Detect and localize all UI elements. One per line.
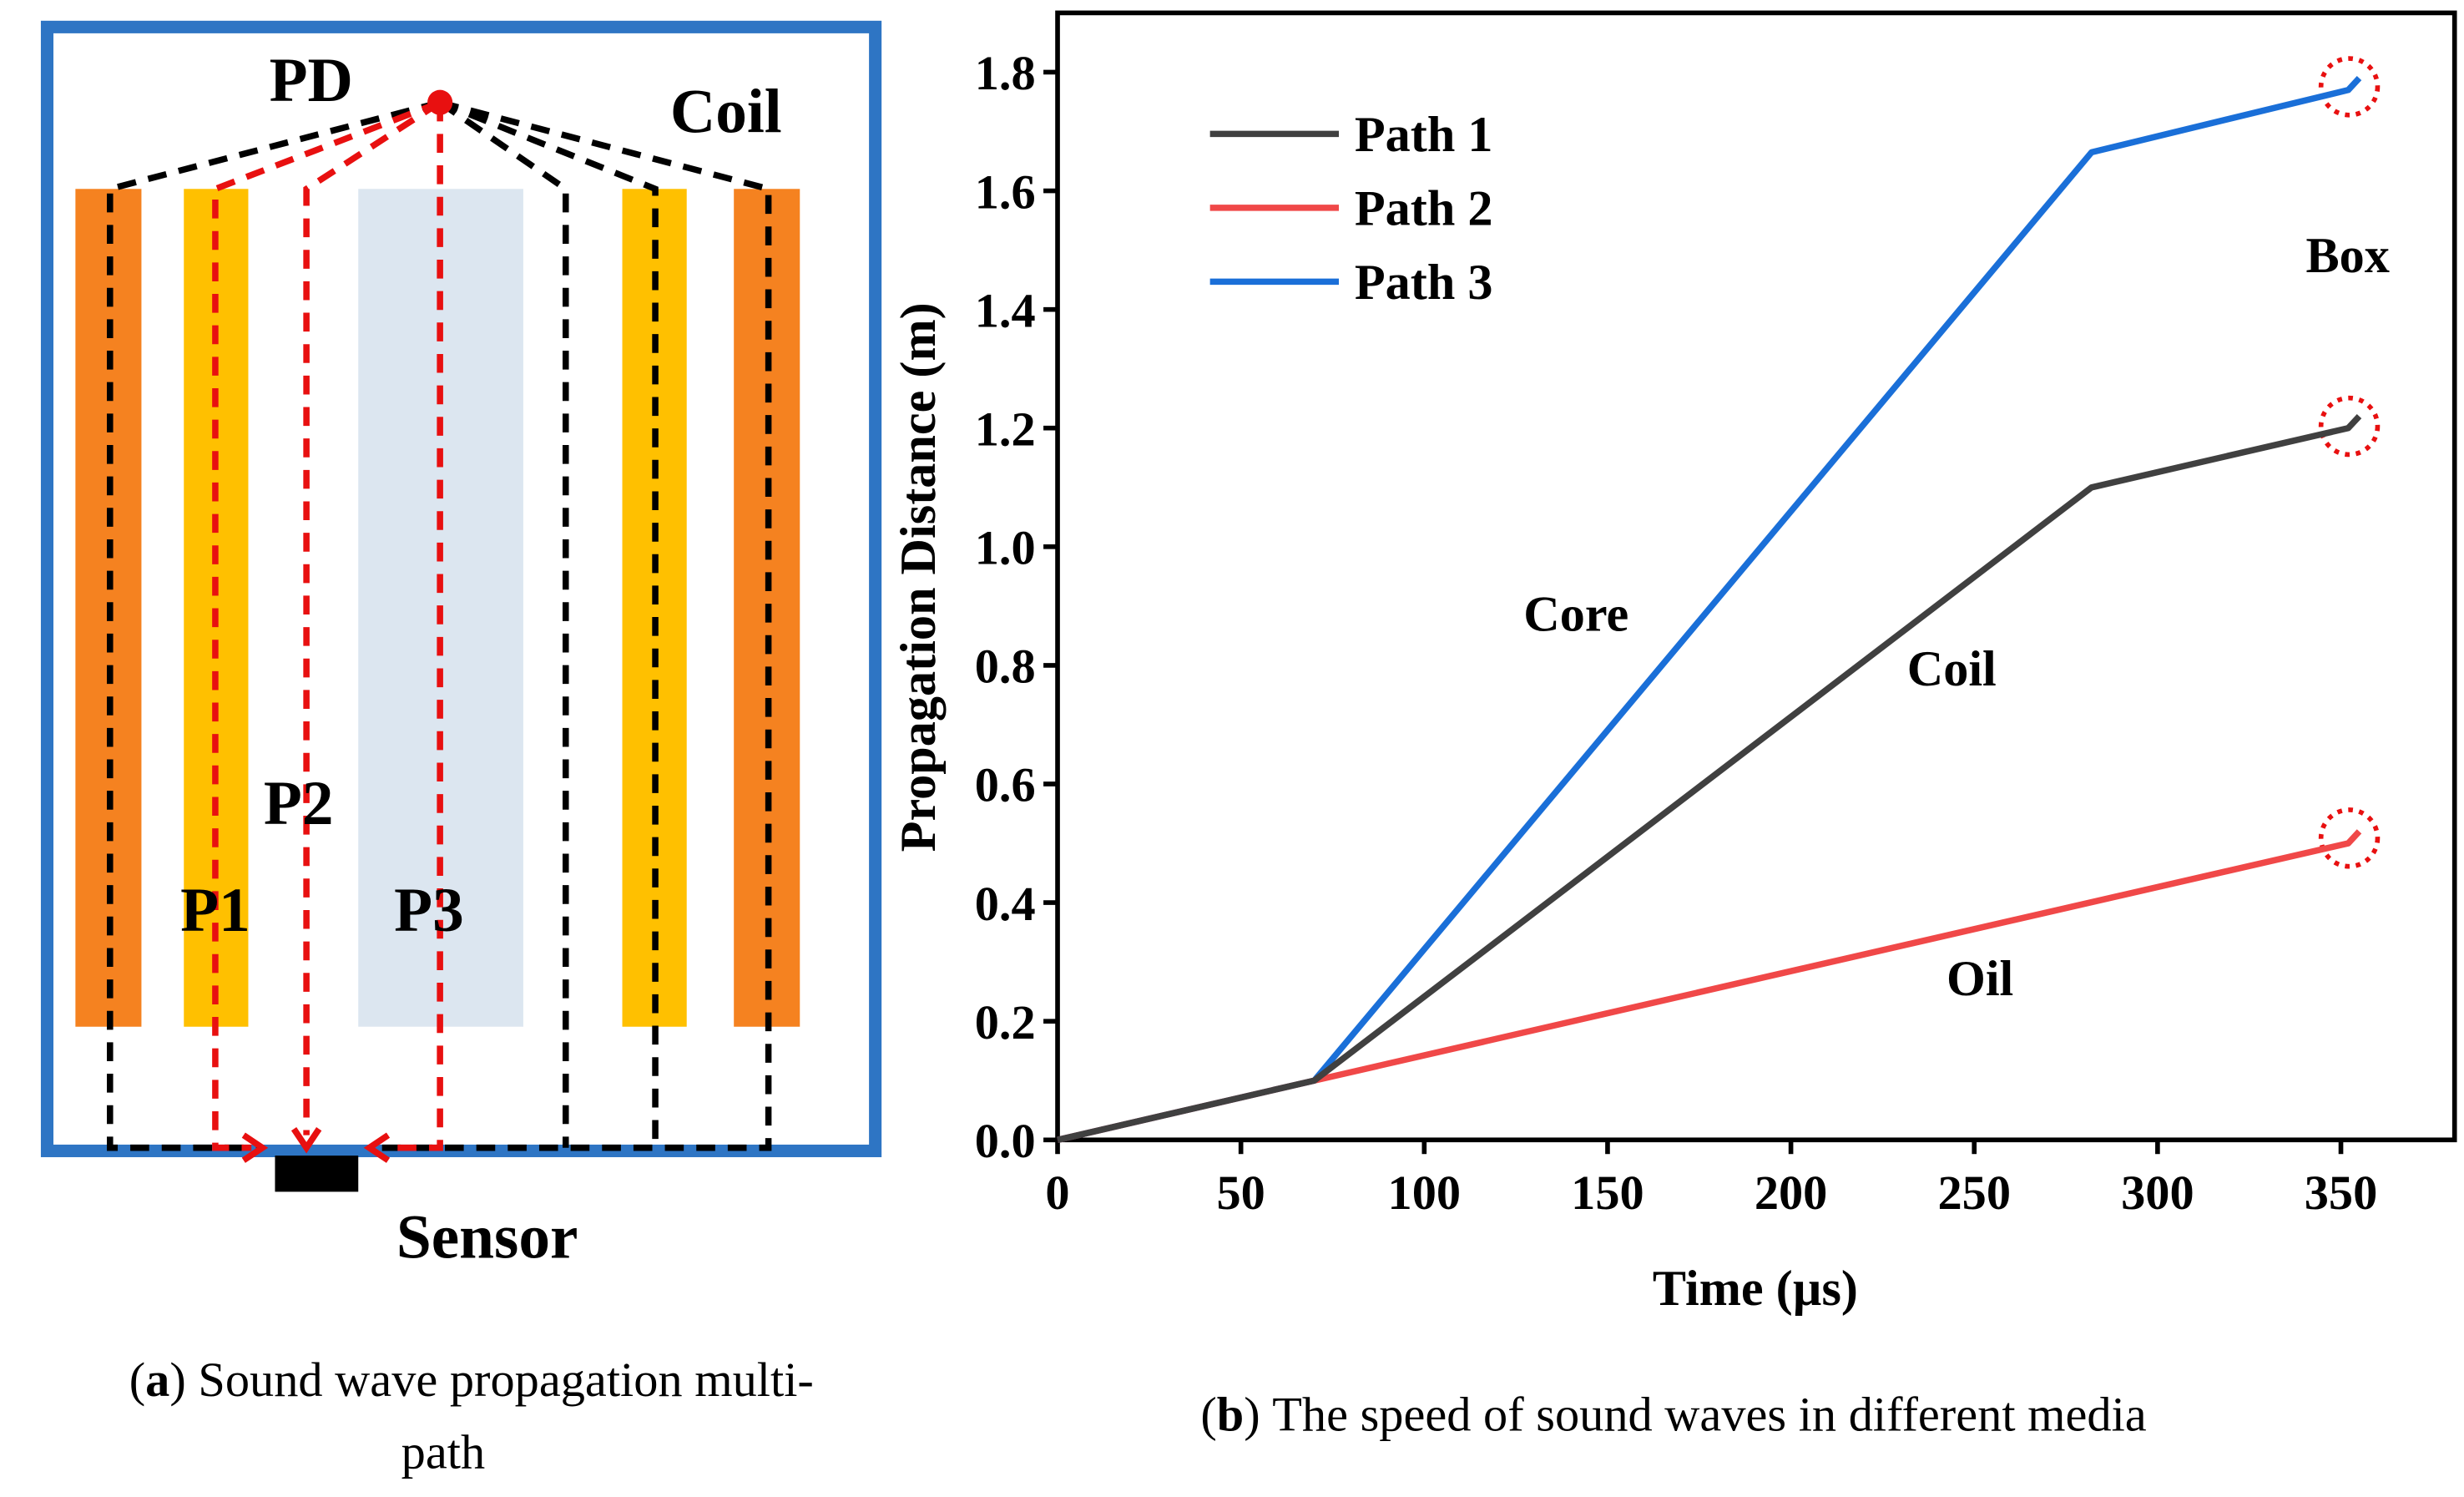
label: P3 [394,876,464,945]
diagram-labels: PD Coil P2 P1 P3 Sensor [180,46,782,1272]
sensor-block [275,1156,359,1192]
y-tick-label: 1.6 [975,164,1036,219]
black-paths [107,99,772,1151]
legend-label: Path 3 [1355,255,1493,311]
legend-label: Path 1 [1355,107,1493,163]
plot-frame [1055,10,2457,1143]
diagram: PD Coil P2 P1 P3 Sensor (a) Sound wave p… [40,20,882,1479]
legend-label: Path 2 [1355,181,1493,237]
caption-text: Sound wave propagation multi- [198,1353,813,1407]
path-line [107,99,442,1151]
x-tick-label: 350 [2305,1166,2378,1220]
annotation: Core [1523,586,1628,642]
x-tick-label: 150 [1571,1166,1644,1220]
caption-a-line2: path [401,1425,485,1479]
y-tick-label: 1.2 [975,402,1036,456]
x-tick-label: 300 [2121,1166,2194,1220]
highlight-circle [2318,395,2381,458]
red-paths [212,99,443,1151]
label: P2 [264,769,334,838]
highlight-circle [2318,56,2381,118]
caption-close: ) [169,1353,185,1407]
path-line [376,99,772,1151]
x-tick-label: 50 [1216,1166,1265,1220]
y-tick-label: 0.6 [975,758,1036,812]
path-line [438,99,659,1148]
arrowheads [241,1127,391,1163]
caption-open: ( [1200,1388,1216,1442]
caption-b: (b) The speed of sound waves in differen… [1200,1388,2146,1442]
highlight-circles [2318,56,2381,869]
caption-label: a [145,1353,169,1407]
series-line [1057,413,2362,1143]
x-tick-label: 250 [1937,1166,2011,1220]
x-axis-title: Time (µs) [1653,1261,1858,1317]
x-tick-label: 100 [1388,1166,1462,1220]
x-tick-label: 200 [1755,1166,1828,1220]
arrowhead [290,1127,322,1154]
annotation: Oil [1946,951,2013,1007]
y-tick-label: 1.8 [975,46,1036,100]
y-tick-label: 1.4 [975,283,1036,337]
caption-close: ) [1244,1388,1260,1442]
y-tick-label: 0.2 [975,995,1036,1049]
label: Coil [670,78,782,147]
annotation: Box [2305,228,2389,284]
series-line [1057,76,2362,1143]
label: Sensor [396,1202,578,1272]
chart: (b) The speed of sound waves in differen… [891,10,2457,1442]
y-tick-label: 0.0 [975,1114,1036,1168]
caption-text: The speed of sound waves in different me… [1272,1388,2147,1442]
label: P1 [180,876,250,945]
y-tick-label: 0.4 [975,877,1036,931]
y-tick-label: 1.0 [975,521,1036,575]
annotations: Core Coil Oil Box [1523,228,2390,1007]
arrowhead [241,1132,269,1163]
path-line [303,99,442,1135]
caption-open: ( [129,1353,145,1407]
highlight-circle [2318,807,2381,869]
caption-a: (a) Sound wave propagation multi- [129,1353,814,1407]
caption-label: b [1217,1388,1244,1442]
label: PD [270,46,353,115]
pd-source [427,89,453,115]
x-tick-label: 0 [1045,1166,1069,1220]
path-line [438,99,569,1148]
y-axis-title: Propagation Distance (m) [891,302,947,852]
y-tick-label: 0.8 [975,640,1036,694]
annotation: Coil [1907,641,1997,697]
arrowhead [363,1132,391,1163]
path-line [385,102,443,1151]
